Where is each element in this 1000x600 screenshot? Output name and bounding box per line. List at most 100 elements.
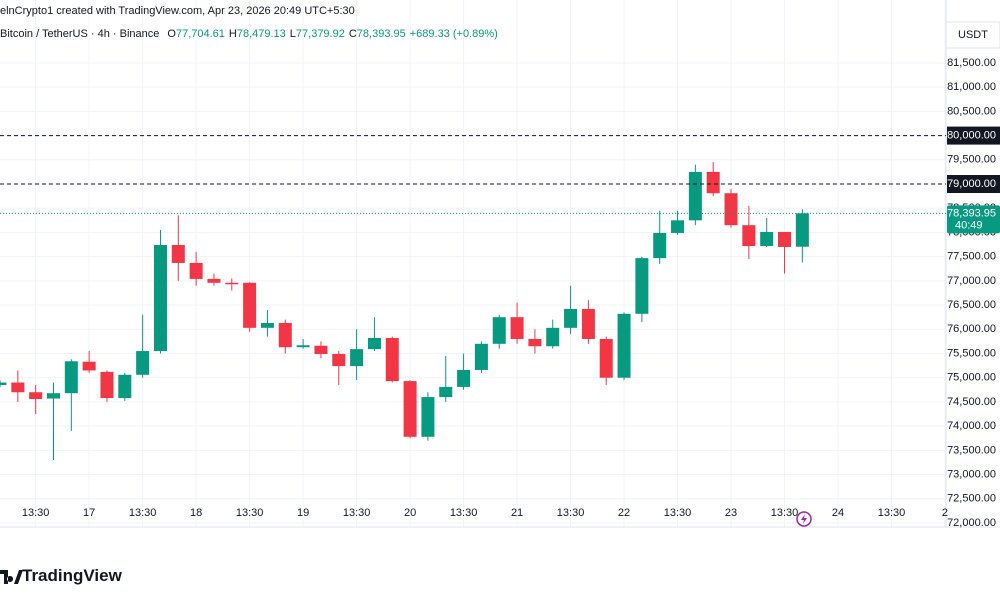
legend-label: H — [228, 28, 237, 40]
x-tick-label: 18 — [190, 507, 202, 519]
symbol: Bitcoin / TetherUS · 4h · Binance — [0, 28, 160, 40]
candle-body — [439, 386, 453, 398]
legend: Bitcoin / TetherUS · 4h · Binance O77,704… — [0, 28, 502, 40]
change: +689.33 (+0.89%) — [409, 28, 498, 40]
y-tick-label: 77,500.00 — [947, 251, 996, 263]
candle-body — [421, 397, 435, 437]
currency: USDT — [958, 29, 988, 41]
x-tick-label: 13:30 — [878, 507, 906, 519]
candle-body — [635, 258, 649, 314]
legend-value: 78,393.95 — [356, 28, 406, 40]
candle-body — [46, 393, 60, 399]
y-tick-label: 80,500.00 — [947, 105, 996, 117]
candle-body — [564, 308, 578, 328]
candle-body — [724, 193, 738, 226]
y-tick-label: 74,000.00 — [947, 420, 996, 432]
price-label-box — [947, 175, 1000, 194]
candle-body — [82, 361, 96, 371]
price-label: 80,000.00 — [947, 129, 996, 141]
countdown: 40:49 — [955, 219, 983, 231]
legend-value: 78,479.13 — [236, 28, 286, 40]
y-tick-label: 75,500.00 — [947, 347, 996, 359]
candle-body — [260, 322, 274, 328]
legend-value: 77,379.92 — [295, 28, 345, 40]
last-price-box — [947, 205, 1000, 234]
price-label: 79,000.00 — [947, 178, 996, 190]
candle-body — [778, 231, 792, 247]
x-tick-label: 13:30 — [771, 507, 799, 519]
x-tick-label: 13:30 — [450, 507, 478, 519]
x-tick-label: 19 — [297, 507, 309, 519]
candle-body — [617, 313, 631, 378]
last-price-label: 78,393.95 — [947, 207, 996, 219]
candle-body — [546, 327, 560, 347]
x-tick-label: 24 — [832, 507, 844, 519]
x-tick-label: 13:30 — [343, 507, 371, 519]
candle-body — [332, 353, 346, 367]
y-tick-label: 81,000.00 — [947, 81, 996, 93]
candle-body — [278, 322, 292, 348]
x-tick-label: 13:30 — [236, 507, 264, 519]
candle-body — [118, 374, 132, 399]
candle-body — [350, 349, 364, 367]
x-tick-label: 23 — [725, 507, 737, 519]
candle-body — [29, 392, 43, 400]
candle-body — [225, 282, 239, 285]
x-tick-label: 21 — [511, 507, 523, 519]
price-label-box — [947, 126, 1000, 145]
candle-body — [599, 338, 613, 378]
candle-body — [64, 361, 78, 394]
y-tick-label: 79,500.00 — [947, 154, 996, 166]
candle-body — [474, 343, 488, 370]
candle-body — [510, 317, 524, 339]
candle-body — [528, 338, 542, 347]
x-tick-label: 17 — [83, 507, 95, 519]
x-tick-label: 2 — [942, 507, 948, 519]
legend-value: 77,704.61 — [175, 28, 225, 40]
logo[interactable]: TradingView — [22, 566, 122, 585]
candle-body — [653, 232, 667, 259]
candle-body — [207, 278, 221, 283]
candle-body — [385, 338, 399, 382]
candle-body — [742, 225, 756, 246]
y-tick-label: 74,500.00 — [947, 396, 996, 408]
legend-label: O — [167, 28, 176, 40]
candle-body — [314, 345, 328, 354]
candle-body — [243, 282, 257, 328]
legend-label: L — [289, 28, 296, 40]
candle-body — [100, 371, 114, 399]
y-tick-label: 77,000.00 — [947, 275, 996, 287]
candle-body — [457, 369, 471, 387]
x-tick-label: 20 — [404, 507, 416, 519]
candle-body — [671, 220, 685, 233]
logo-icon — [0, 570, 23, 584]
currency-box[interactable] — [945, 21, 1000, 49]
event-icon[interactable] — [796, 511, 812, 527]
y-tick-label: 76,500.00 — [947, 299, 996, 311]
attribution: elnCrypto1 created with TradingView.com,… — [0, 5, 355, 17]
event-icon — [801, 514, 807, 524]
x-tick-label: 13:30 — [557, 507, 585, 519]
candle-body — [760, 231, 774, 246]
candle-body — [795, 213, 809, 247]
legend-label: C — [348, 28, 357, 40]
candle-body — [136, 351, 150, 375]
y-tick-label: 72,000.00 — [947, 517, 996, 529]
candle-body — [11, 382, 25, 393]
candle-body — [171, 245, 185, 263]
candle-body — [492, 317, 506, 344]
candle-body — [296, 345, 310, 348]
candle-body — [0, 382, 7, 385]
x-tick-label: 13:30 — [664, 507, 692, 519]
candle-body — [581, 308, 595, 339]
y-tick-label: 75,000.00 — [947, 372, 996, 384]
y-tick-label: 73,500.00 — [947, 444, 996, 456]
x-tick-label: 13:30 — [22, 507, 50, 519]
y-tick-label: 73,000.00 — [947, 468, 996, 480]
candle-body — [688, 171, 702, 221]
candle-body — [367, 338, 381, 350]
candle-body — [153, 245, 167, 352]
x-tick-label: 22 — [618, 507, 630, 519]
